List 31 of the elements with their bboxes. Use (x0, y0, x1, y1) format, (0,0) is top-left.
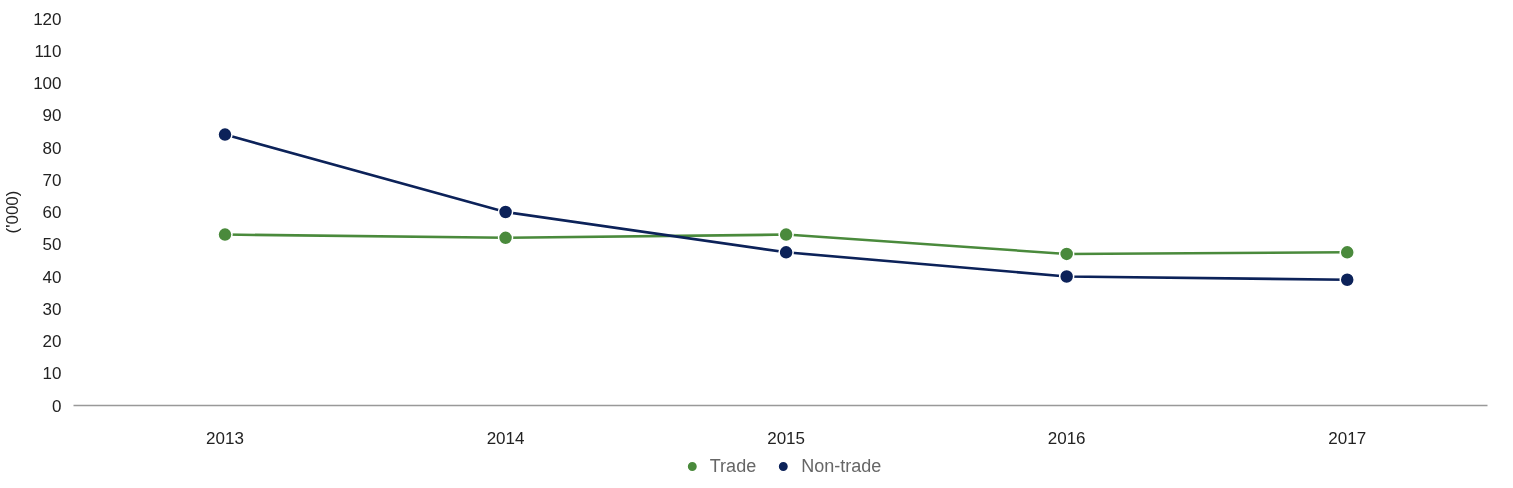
point (778, 244, 794, 261)
y-tick-label: 50 (42, 235, 62, 255)
legend-label: Non-trade (801, 454, 882, 478)
legend-label: Trade (709, 454, 757, 478)
x-tick-label: 2015 (767, 428, 806, 448)
x-tick-label: 2013 (206, 428, 244, 448)
x-tick-label: 2017 (1328, 428, 1367, 448)
y-tick-label: 100 (33, 74, 62, 93)
point (1339, 244, 1355, 261)
y-tick-label: 110 (34, 41, 62, 61)
y-tick-label: 70 (42, 170, 62, 190)
y-tick-label: 30 (42, 299, 62, 319)
y-tick-label: 90 (42, 106, 62, 126)
y-axis-title: ('000) (3, 190, 23, 234)
y-tick-label: 60 (42, 203, 62, 222)
point (217, 126, 233, 143)
point (1058, 268, 1075, 285)
x-tick-label: 2016 (1047, 428, 1086, 448)
y-tick-label: 120 (33, 9, 62, 29)
point (497, 204, 514, 220)
y-tick-label: 40 (42, 267, 62, 287)
y-tick-label: 80 (42, 138, 62, 158)
point (497, 230, 514, 246)
y-tick-label: 20 (42, 332, 62, 351)
point (778, 226, 794, 243)
point (1339, 271, 1355, 288)
point (217, 226, 233, 243)
point (1058, 246, 1075, 262)
y-tick-label: 10 (42, 364, 62, 384)
x-tick-label: 2014 (486, 428, 525, 448)
y-tick-label: 0 (52, 396, 62, 416)
